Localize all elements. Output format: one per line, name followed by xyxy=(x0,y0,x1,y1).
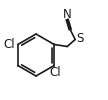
Text: Cl: Cl xyxy=(3,38,15,50)
Text: Cl: Cl xyxy=(50,66,61,80)
Text: S: S xyxy=(76,32,83,45)
Text: N: N xyxy=(63,8,72,20)
